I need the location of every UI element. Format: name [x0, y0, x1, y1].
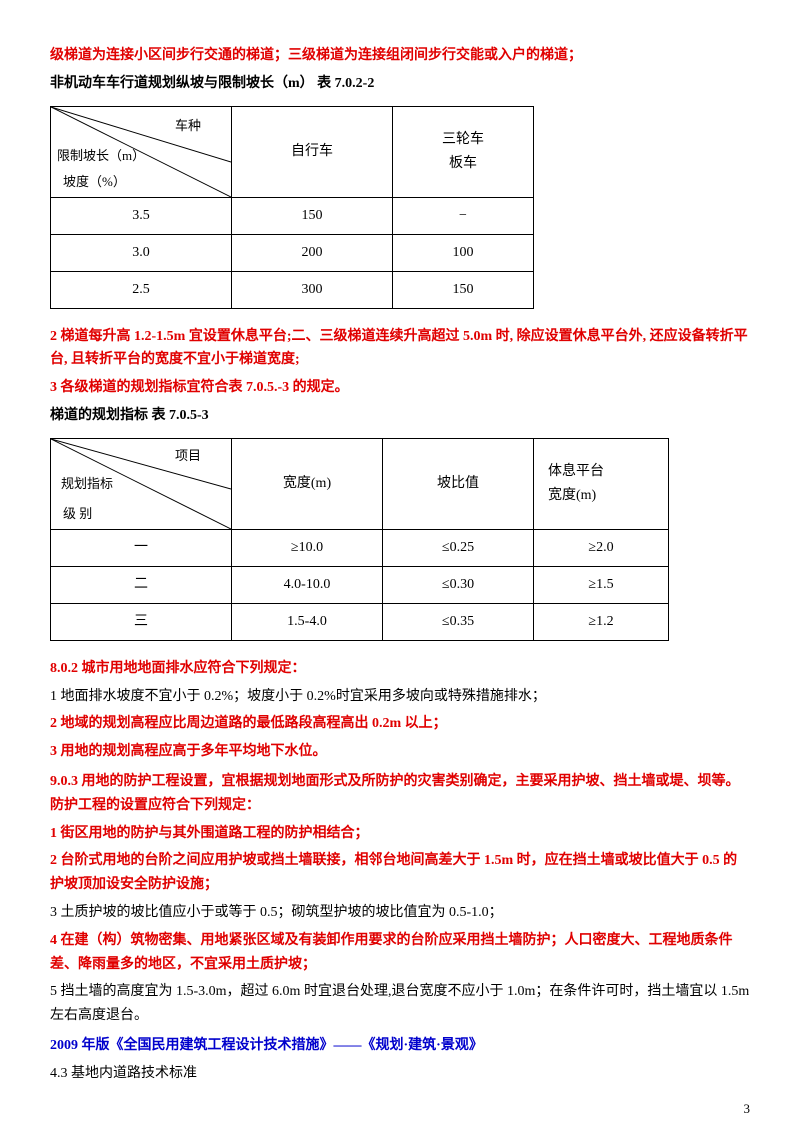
cell: 150	[393, 271, 534, 308]
t2-col-0: 宽度(m)	[232, 438, 383, 529]
cell: 100	[393, 234, 534, 271]
table2-diag-header: 项目 规划指标 级 别	[51, 438, 232, 529]
last-line: 4.3 基地内道路技术标准	[50, 1062, 750, 1086]
cell: −	[393, 197, 534, 234]
cell: ≥1.5	[534, 566, 669, 603]
s802-l1: 1 地面排水坡度不宜小于 0.2%；坡度小于 0.2%时宜采用多坡向或特殊措施排…	[50, 685, 750, 709]
blue-heading: 2009 年版《全国民用建筑工程设计技术措施》——《规划·建筑·景观》	[50, 1034, 750, 1058]
table1-diag-header: 车种 限制坡长（m） 坡度（%）	[51, 106, 232, 197]
table-1: 车种 限制坡长（m） 坡度（%） 自行车 三轮车 板车 3.5 150 − 3.…	[50, 106, 534, 309]
table-row: 二 4.0-10.0 ≤0.30 ≥1.5	[51, 566, 669, 603]
cell: 3.5	[51, 197, 232, 234]
table-row: 3.0 200 100	[51, 234, 534, 271]
cell: 1.5-4.0	[232, 603, 383, 640]
cell: 三	[51, 603, 232, 640]
s903-l1: 1 街区用地的防护与其外围道路工程的防护相结合；	[50, 822, 750, 846]
s802-l2: 2 地域的规划高程应比周边道路的最低路段高程高出 0.2m 以上；	[50, 712, 750, 736]
t1-col-1: 三轮车 板车	[393, 106, 534, 197]
table-row: 三 1.5-4.0 ≤0.35 ≥1.2	[51, 603, 669, 640]
cell: 3.0	[51, 234, 232, 271]
cell: 二	[51, 566, 232, 603]
table-row: 3.5 150 −	[51, 197, 534, 234]
t1-col-0: 自行车	[232, 106, 393, 197]
s903-l3: 3 土质护坡的坡比值应小于或等于 0.5；砌筑型护坡的坡比值宜为 0.5-1.0…	[50, 901, 750, 925]
s903-l2: 2 台阶式用地的台阶之间应用护坡或挡土墙联接，相邻台地间高差大于 1.5m 时，…	[50, 849, 750, 897]
cell: ≤0.35	[383, 603, 534, 640]
t1-diag-bot: 坡度（%）	[63, 171, 126, 193]
cell: ≥2.0	[534, 529, 669, 566]
s802-title: 8.0.2 城市用地地面排水应符合下列规定：	[50, 657, 750, 681]
t1-diag-mid: 限制坡长（m）	[57, 145, 145, 167]
s903-l4: 4 在建（构）筑物密集、用地紧张区域及有装卸作用要求的台阶应采用挡土墙防护；人口…	[50, 929, 750, 977]
t1-diag-top: 车种	[175, 115, 201, 137]
cell: 150	[232, 197, 393, 234]
t2-diag-mid: 规划指标	[61, 473, 113, 495]
table-row: 2.5 300 150	[51, 271, 534, 308]
top-red: 级梯道为连接小区间步行交通的梯道；三级梯道为连接组闭间步行交能或入户的梯道；	[50, 44, 750, 68]
t2-col-1: 坡比值	[383, 438, 534, 529]
table2-caption: 梯道的规划指标 表 7.0.5-3	[50, 404, 750, 428]
table1-caption: 非机动车车行道规划纵坡与限制坡长（m） 表 7.0.2-2	[50, 72, 750, 96]
t2-col-2: 体息平台 宽度(m)	[534, 438, 669, 529]
cell: 300	[232, 271, 393, 308]
mid-red-1: 2 梯道每升高 1.2-1.5m 宜设置休息平台;二、三级梯道连续升高超过 5.…	[50, 325, 750, 373]
cell: 200	[232, 234, 393, 271]
cell: ≥1.2	[534, 603, 669, 640]
table-row: 一 ≥10.0 ≤0.25 ≥2.0	[51, 529, 669, 566]
t2-diag-bot: 级 别	[63, 503, 92, 525]
table-2: 项目 规划指标 级 别 宽度(m) 坡比值 体息平台 宽度(m) 一 ≥10.0…	[50, 438, 669, 641]
cell: 4.0-10.0	[232, 566, 383, 603]
page-number: 3	[744, 1098, 751, 1120]
s903-title: 9.0.3 用地的防护工程设置，宜根据规划地面形式及所防护的灾害类别确定，主要采…	[50, 770, 750, 818]
s802-l3: 3 用地的规划高程应高于多年平均地下水位。	[50, 740, 750, 764]
cell: 2.5	[51, 271, 232, 308]
cell: ≤0.30	[383, 566, 534, 603]
t2-diag-top: 项目	[175, 445, 201, 467]
cell: ≥10.0	[232, 529, 383, 566]
cell: ≤0.25	[383, 529, 534, 566]
cell: 一	[51, 529, 232, 566]
mid-red-2: 3 各级梯道的规划指标宜符合表 7.0.5.-3 的规定。	[50, 376, 750, 400]
s903-l5: 5 挡土墙的高度宜为 1.5-3.0m，超过 6.0m 时宜退台处理,退台宽度不…	[50, 980, 750, 1028]
